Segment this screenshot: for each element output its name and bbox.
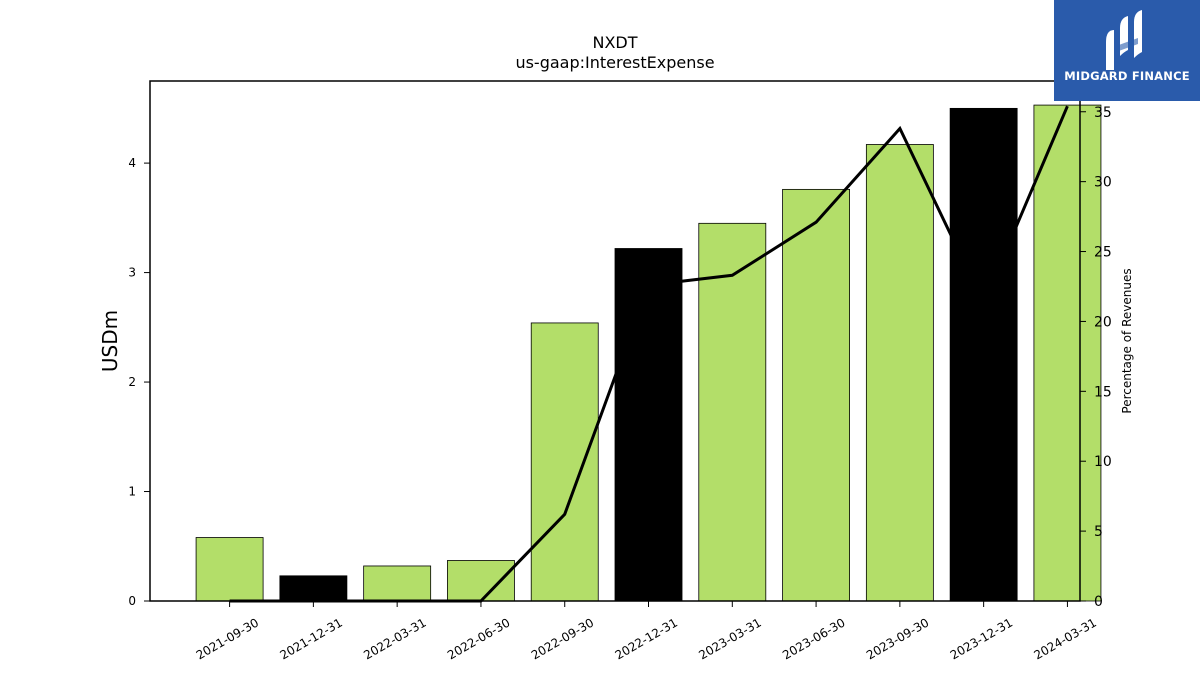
x-tick-label: 2021-12-31 (277, 615, 344, 662)
bar-2023-09-30 (865, 144, 934, 602)
y2-tick-label: 10 (1094, 454, 1112, 470)
bar-2024-03-31 (1033, 104, 1102, 602)
y-tick-label: 1 (128, 485, 136, 499)
x-tick-label: 2022-09-30 (529, 615, 596, 662)
y-axis-left: 0 1 2 3 4 (128, 156, 150, 608)
x-tick-label: 2024-03-31 (1032, 615, 1099, 662)
y-tick-label: 0 (128, 594, 136, 608)
x-tick-label: 2023-03-31 (696, 615, 763, 662)
x-tick-label: 2023-12-31 (948, 615, 1015, 662)
bar-2021-12-31 (279, 575, 348, 602)
x-tick-label: 2022-06-30 (445, 615, 512, 662)
y-axis-label: USDm (98, 310, 122, 372)
y2-tick-label: 5 (1094, 524, 1103, 540)
plot-frame (149, 80, 1081, 602)
y-tick-label: 2 (128, 375, 136, 389)
y2-tick-label: 35 (1094, 105, 1112, 121)
chart-subtitle: us-gaap:InterestExpense (515, 53, 714, 72)
bar-2023-03-31 (698, 222, 767, 602)
y2-axis-label: Percentage of Revenues (1120, 268, 1134, 413)
brand-logo: MIDGARD FINANCE (1054, 0, 1200, 101)
x-tick-label: 2022-12-31 (613, 615, 680, 662)
chart-title: NXDT (592, 33, 637, 52)
y2-tick-label: 20 (1094, 314, 1112, 330)
x-tick-label: 2023-06-30 (780, 615, 847, 662)
y-axis-right: 0 5 10 15 20 25 30 35 (1080, 105, 1112, 610)
x-tick-label: 2021-09-30 (194, 615, 261, 662)
x-tick-label: 2023-09-30 (864, 615, 931, 662)
bar-2022-06-30 (447, 560, 515, 602)
bar-2022-09-30 (530, 322, 599, 602)
midgard-logo-icon (1106, 10, 1142, 70)
bar-2023-12-31 (949, 107, 1018, 602)
x-tick-label: 2022-03-31 (361, 615, 428, 662)
y2-tick-label: 25 (1094, 245, 1112, 261)
bar-2023-06-30 (782, 188, 850, 602)
y2-tick-label: 15 (1094, 384, 1112, 400)
bar-2022-12-31 (614, 248, 683, 602)
y-tick-label: 4 (128, 156, 136, 170)
bar-group (195, 104, 1102, 602)
y-tick-label: 3 (128, 266, 136, 280)
bar-2022-03-31 (363, 565, 432, 602)
x-axis: 2021-09-30 2021-12-31 2022-03-31 2022-06-30… (194, 601, 1099, 662)
y2-tick-label: 30 (1094, 175, 1112, 191)
brand-logo-text: MIDGARD FINANCE (1064, 69, 1190, 83)
bar-2021-09-30 (195, 537, 264, 602)
y2-tick-label: 0 (1094, 594, 1103, 610)
